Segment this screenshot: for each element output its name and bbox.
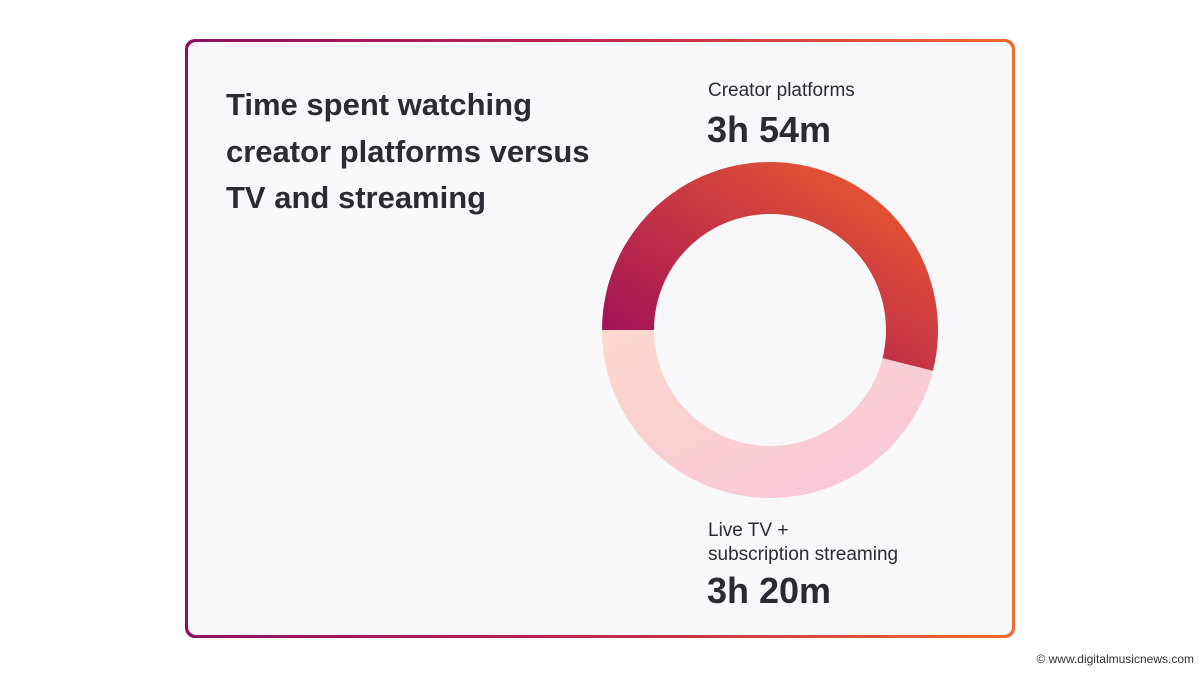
value-label: 3h 54m — [707, 109, 832, 150]
card — [185, 39, 1015, 638]
value-label: 3h 20m — [707, 570, 832, 611]
legend-label: Creator platforms — [708, 80, 855, 101]
legend-label: Live TV + subscription streaming — [708, 520, 899, 565]
credit: © www.digitalmusicnews.com — [1036, 652, 1194, 666]
card-background — [188, 42, 1012, 635]
donut-segment — [602, 161, 939, 371]
chart-title: Time spent watching creator platforms ve… — [226, 87, 590, 215]
donut-segment — [602, 330, 933, 498]
